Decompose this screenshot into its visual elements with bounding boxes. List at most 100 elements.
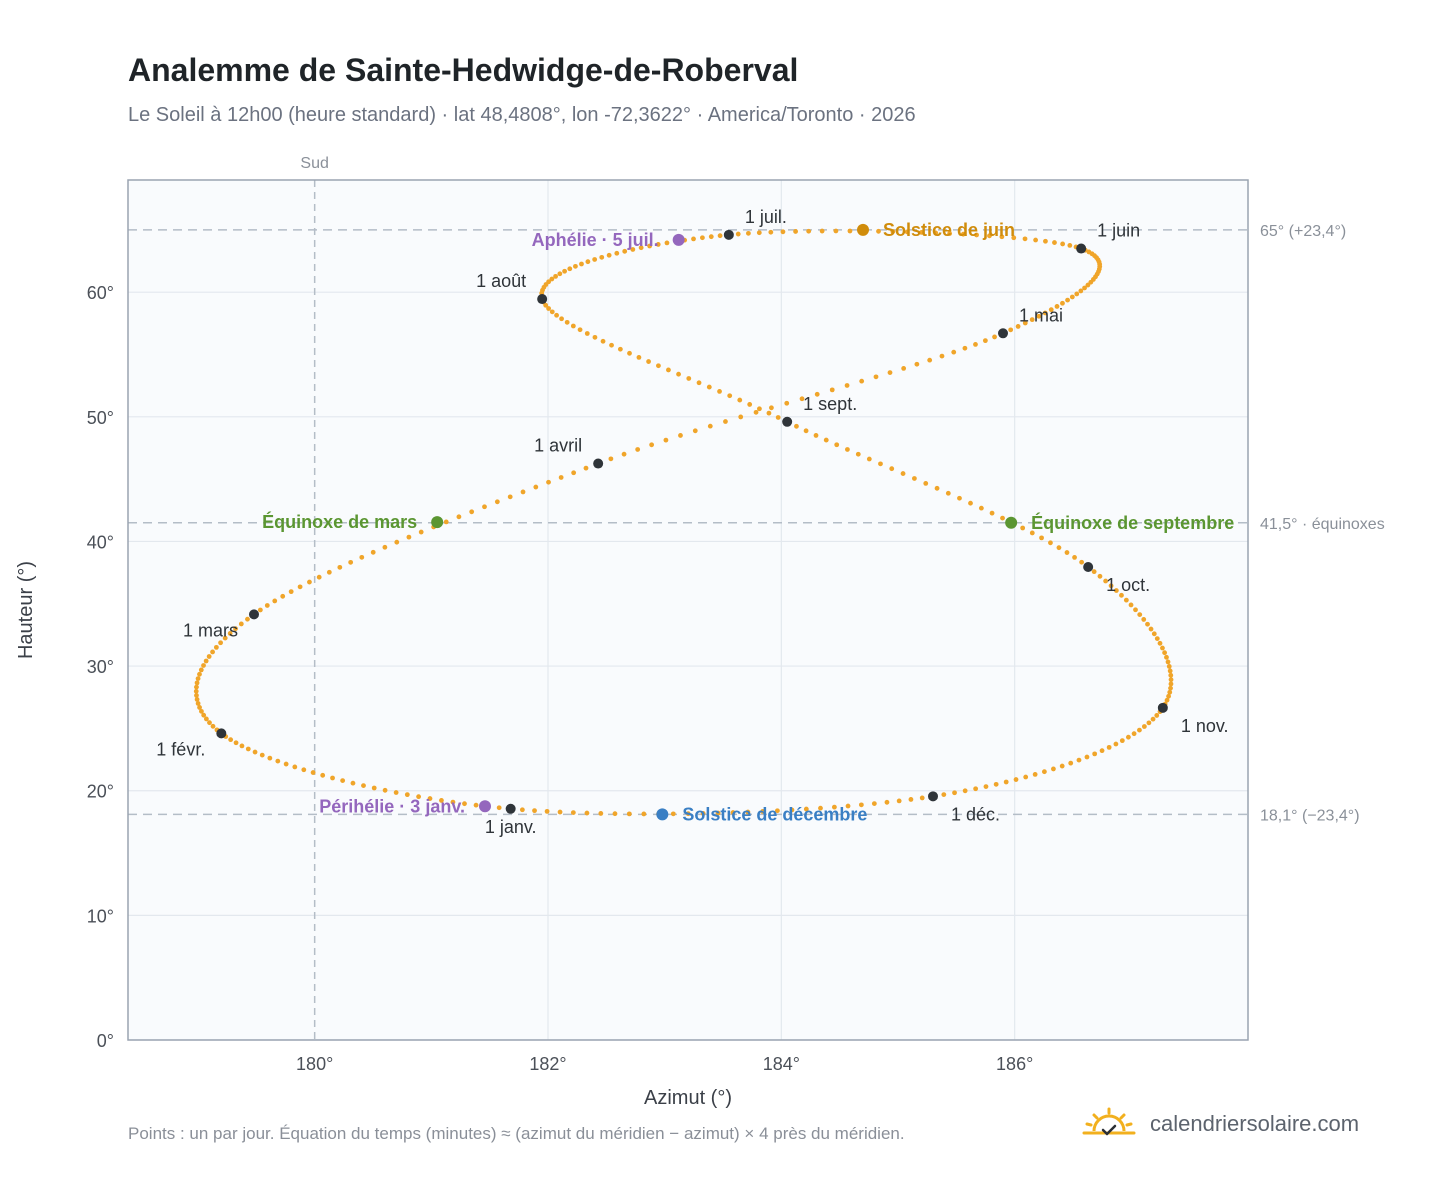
daily-point xyxy=(201,663,206,668)
daily-point xyxy=(737,397,743,403)
month-marker xyxy=(249,609,259,620)
daily-point xyxy=(1141,617,1147,622)
daily-point xyxy=(546,479,551,485)
daily-point xyxy=(957,495,962,501)
daily-point xyxy=(1033,237,1039,243)
daily-point xyxy=(301,767,307,773)
event-label: Périhélie · 3 janv. xyxy=(319,796,465,816)
daily-point xyxy=(630,247,636,252)
daily-point xyxy=(927,357,933,363)
month-marker xyxy=(1083,562,1094,572)
daily-point xyxy=(1013,777,1019,782)
plot-background xyxy=(128,180,1248,1040)
daily-point xyxy=(876,228,881,234)
daily-point xyxy=(238,621,244,627)
daily-point xyxy=(1059,763,1065,769)
month-label: 1 juin xyxy=(1097,221,1140,241)
daily-point xyxy=(911,476,917,481)
daily-point xyxy=(348,559,354,565)
daily-point xyxy=(608,456,614,462)
month-marker xyxy=(928,791,938,802)
daily-point xyxy=(723,419,728,424)
sun-logo-icon xyxy=(1082,1107,1136,1136)
event-marker xyxy=(431,516,444,529)
daily-point xyxy=(1015,324,1021,329)
daily-point xyxy=(252,749,258,755)
daily-point xyxy=(635,447,641,452)
reference-line-label: 65° (+23,4°) xyxy=(1260,223,1346,240)
daily-point xyxy=(1042,310,1048,316)
daily-point xyxy=(941,792,947,797)
daily-point xyxy=(584,331,590,336)
x-axis-label: Azimut (°) xyxy=(644,1087,732,1109)
daily-point xyxy=(794,423,799,429)
daily-point xyxy=(520,489,526,495)
daily-point xyxy=(614,250,620,256)
daily-point xyxy=(245,746,251,752)
daily-point xyxy=(199,708,204,714)
month-marker xyxy=(1076,243,1087,254)
daily-point xyxy=(1145,621,1150,627)
y-tick-label: 50° xyxy=(87,408,114,428)
daily-point xyxy=(973,341,978,347)
daily-point xyxy=(194,684,199,690)
daily-point xyxy=(803,806,809,812)
month-label: 1 mars xyxy=(183,620,238,640)
daily-point xyxy=(989,510,995,516)
daily-point xyxy=(606,252,612,258)
daily-point xyxy=(1039,535,1044,541)
daily-point xyxy=(947,231,953,236)
daily-point xyxy=(1091,569,1097,575)
daily-point xyxy=(896,798,902,804)
brand-name: calendriersolaire.com xyxy=(1150,1111,1360,1136)
daily-point xyxy=(649,442,655,448)
daily-point xyxy=(418,529,424,535)
daily-point xyxy=(973,786,979,792)
daily-point xyxy=(198,667,204,673)
daily-point xyxy=(806,228,812,234)
daily-point xyxy=(859,378,865,384)
daily-point xyxy=(1168,681,1174,687)
brand[interactable]: calendriersolaire.com xyxy=(1082,1104,1359,1144)
daily-point xyxy=(775,415,781,420)
daily-point xyxy=(756,230,762,236)
daily-point xyxy=(647,243,653,249)
daily-point xyxy=(1022,320,1028,326)
daily-point xyxy=(562,268,567,274)
daily-point xyxy=(621,451,627,457)
month-label: 1 déc. xyxy=(951,804,1000,824)
daily-point xyxy=(727,393,733,399)
daily-point xyxy=(951,349,957,355)
daily-point xyxy=(1167,689,1173,695)
x-tick-label: 184° xyxy=(763,1054,800,1074)
daily-point xyxy=(330,775,335,781)
daily-point xyxy=(983,784,989,789)
daily-point xyxy=(337,564,343,570)
month-label: 1 oct. xyxy=(1106,575,1150,595)
daily-point xyxy=(275,758,281,764)
daily-point xyxy=(592,257,598,262)
event-marker xyxy=(857,223,869,236)
daily-point xyxy=(543,302,549,308)
daily-point xyxy=(297,584,303,590)
daily-point xyxy=(1052,240,1057,245)
daily-point xyxy=(1023,774,1029,780)
daily-point xyxy=(1108,583,1114,589)
daily-point xyxy=(567,266,573,272)
daily-point xyxy=(1036,313,1042,319)
daily-point xyxy=(717,389,722,394)
daily-point xyxy=(1099,748,1105,754)
daily-point xyxy=(923,480,929,486)
month-label: 1 juil. xyxy=(745,207,787,227)
month-marker xyxy=(593,458,604,469)
month-label: 1 janv. xyxy=(485,817,537,837)
daily-point xyxy=(1003,779,1009,785)
daily-point xyxy=(532,808,537,814)
daily-point xyxy=(609,342,614,348)
event-label: Solstice de juin xyxy=(883,220,1015,240)
daily-point xyxy=(878,461,883,467)
daily-point xyxy=(901,365,907,371)
daily-point xyxy=(1160,645,1165,651)
daily-point xyxy=(789,807,795,813)
daily-point xyxy=(359,554,365,560)
